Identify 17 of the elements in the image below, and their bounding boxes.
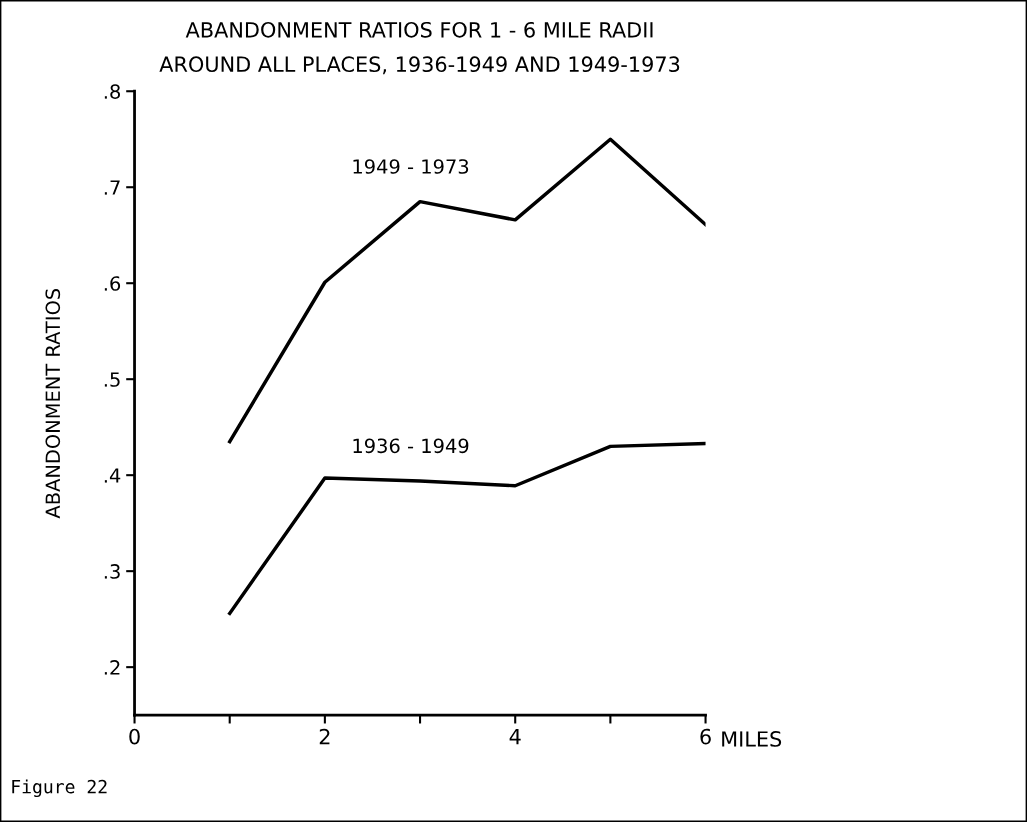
- x-tick-label: 0: [129, 728, 140, 745]
- y-tick-label: .6: [104, 276, 121, 291]
- y-tick-label: .3: [104, 564, 120, 579]
- x-tick-label: 6: [700, 728, 711, 745]
- caption: Figure 22: [12, 779, 107, 798]
- series-label: 1936 - 1949: [353, 438, 469, 454]
- x-tick-label: 4: [509, 728, 521, 745]
- x-tick-label: 2: [319, 728, 330, 745]
- y-axis-title: ABANDONMENT RATIOS: [45, 288, 61, 519]
- y-tick-label: .8: [104, 84, 121, 99]
- y-tick-label: .4: [104, 468, 121, 483]
- series-label: 1949 - 1973: [353, 159, 469, 174]
- chart-title: ABANDONMENT RATIOS FOR 1 - 6 MILE RADII AROUND ALL PLACES, 1936-1949 AND 1949-1973: [159, 21, 680, 75]
- y-tick-label: .2: [104, 660, 120, 675]
- x-axis-title: MILES: [722, 731, 782, 747]
- y-tick-label: .7: [104, 180, 120, 195]
- y-tick-label: .5: [104, 372, 120, 387]
